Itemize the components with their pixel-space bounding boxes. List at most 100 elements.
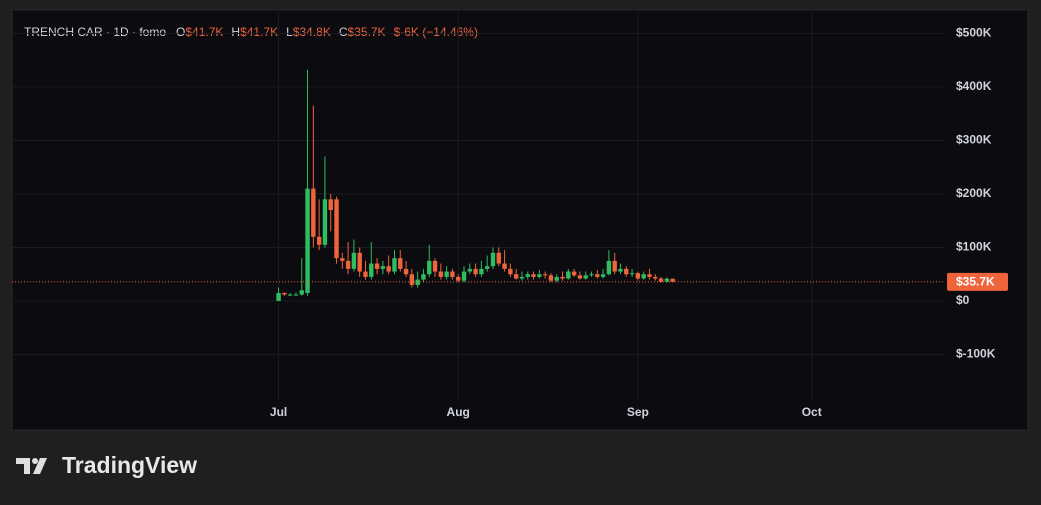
- candle-body: [409, 274, 415, 285]
- chart-title: TRENCH CAR · 1D · fomo: [24, 25, 166, 39]
- candle-body: [583, 275, 588, 279]
- candle-body: [444, 271, 449, 277]
- y-tick-label: $100K: [956, 240, 992, 254]
- candle-body: [386, 266, 391, 272]
- y-tick-label: $400K: [956, 79, 992, 93]
- candle-body: [566, 271, 571, 279]
- candle-body: [629, 273, 635, 275]
- candle-body: [600, 274, 606, 277]
- candle-body: [624, 268, 629, 275]
- candle-body: [525, 274, 530, 277]
- legend-label: L: [286, 25, 293, 39]
- candle-body: [542, 274, 548, 276]
- candle-body: [664, 278, 670, 282]
- candle-body: [537, 274, 542, 277]
- legend-label: H: [231, 25, 240, 39]
- candle-body: [293, 294, 299, 296]
- x-tick-label: Aug: [447, 405, 470, 419]
- candle-body: [618, 268, 623, 272]
- legend-value: $41.7K: [185, 25, 223, 39]
- candle-body: [328, 199, 333, 211]
- x-tick-label: Jul: [270, 405, 287, 419]
- candle-body: [635, 273, 641, 279]
- candle-body: [340, 258, 345, 261]
- candle-body: [305, 188, 310, 293]
- chart-panel: [11, 9, 1029, 431]
- candle-body: [560, 276, 565, 279]
- candle-body: [287, 294, 293, 296]
- candle-body: [647, 274, 652, 277]
- plot-area: [12, 12, 945, 400]
- logo-icon: [33, 458, 47, 474]
- candle-body: [427, 260, 432, 275]
- candle-body: [571, 271, 577, 276]
- logo-icon: [16, 458, 30, 474]
- candle-body: [589, 274, 594, 276]
- candle-body: [641, 274, 646, 279]
- candle-body: [658, 278, 664, 282]
- x-tick-label: Sep: [627, 405, 649, 419]
- y-tick-label: $0: [956, 293, 970, 307]
- candle-body: [363, 271, 368, 277]
- candle-body: [484, 266, 490, 269]
- candle-body: [322, 199, 328, 245]
- candle-body: [612, 260, 617, 272]
- candle-body: [432, 260, 438, 272]
- candle-body: [467, 268, 473, 272]
- candle-body: [403, 268, 409, 275]
- candle-body: [282, 292, 287, 295]
- candle-body: [595, 274, 600, 277]
- candle-body: [334, 199, 339, 259]
- candle-body: [606, 260, 612, 275]
- candle-body: [369, 263, 374, 277]
- candle-body: [438, 271, 444, 277]
- candle-body: [351, 252, 357, 269]
- candle-body: [513, 274, 519, 279]
- y-tick-label: $200K: [956, 186, 992, 200]
- legend-label: C: [339, 25, 348, 39]
- candle-body: [345, 260, 351, 269]
- candle-body: [490, 252, 496, 267]
- candle-body: [554, 276, 559, 281]
- candle-body: [357, 252, 362, 272]
- candle-body: [374, 263, 380, 269]
- last-price-label: $35.7K: [956, 275, 995, 289]
- y-tick-label: $-100K: [956, 347, 996, 361]
- candle-body: [380, 266, 386, 269]
- x-tick-label: Oct: [802, 405, 822, 419]
- candle-body: [519, 276, 525, 279]
- chart-header: TRENCH CAR · 1D · fomo O$41.7K H$41.7K L$34…: [24, 25, 478, 39]
- candle-body: [276, 292, 281, 301]
- candle-body: [548, 275, 554, 281]
- candle-body: [456, 276, 461, 281]
- candle-body: [653, 276, 658, 279]
- candle-body: [316, 236, 322, 245]
- legend-label: O: [176, 25, 185, 39]
- candle-body: [450, 271, 455, 277]
- candle-body: [461, 271, 467, 281]
- candle-body: [577, 275, 583, 279]
- legend-value: $35.7K: [348, 25, 386, 39]
- candle-body: [421, 274, 426, 280]
- candle-body: [398, 258, 403, 269]
- y-tick-label: $300K: [956, 133, 992, 147]
- legend-value: $41.7K: [240, 25, 278, 39]
- brand-name: TradingView: [62, 452, 197, 478]
- candle-body: [508, 268, 513, 275]
- y-tick-label: $500K: [956, 26, 992, 40]
- tradingview-logo: TradingView: [16, 452, 197, 478]
- candle-body: [311, 188, 316, 237]
- candle-body: [392, 258, 397, 272]
- logo-icon: [32, 458, 38, 464]
- candle-body: [299, 290, 304, 295]
- candle-body: [473, 268, 478, 275]
- last-price-box: [947, 272, 1008, 291]
- candle-body: [479, 268, 484, 275]
- legend-change: $-6K (−14.46%): [394, 25, 478, 39]
- candle-body: [496, 252, 501, 264]
- candle-body: [531, 274, 536, 277]
- candle-body: [670, 278, 675, 282]
- candle-body: [502, 263, 507, 269]
